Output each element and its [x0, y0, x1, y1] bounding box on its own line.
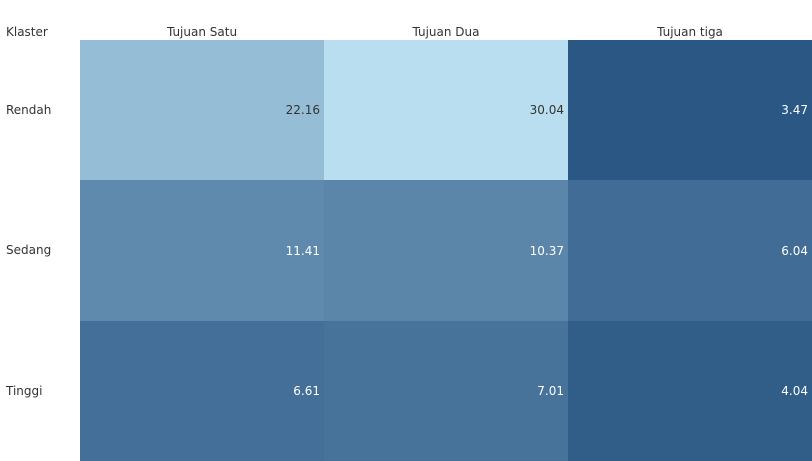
heatmap-cell: 7.01 [324, 321, 568, 461]
column-header: Tujuan Dua [412, 25, 480, 39]
cell-value-label: 6.04 [781, 244, 808, 258]
cell-value-label: 4.04 [781, 384, 808, 398]
heatmap-cell: 6.04 [568, 180, 812, 321]
cell-value-label: 7.01 [537, 384, 564, 398]
heatmap-cell: 11.41 [80, 180, 324, 321]
row-header-title: Klaster [6, 25, 48, 39]
heatmap-cell: 10.37 [324, 180, 568, 321]
row-label: Sedang [6, 243, 52, 257]
cell-value-label: 11.41 [285, 244, 320, 258]
cell-value-label: 6.61 [293, 384, 320, 398]
heatmap-cell: 22.16 [80, 40, 324, 180]
cell-value-label: 22.16 [285, 103, 320, 117]
column-header: Tujuan tiga [657, 25, 723, 39]
row-label: Rendah [6, 103, 52, 117]
heatmap-cell: 6.61 [80, 321, 324, 461]
heatmap-cell: 3.47 [568, 40, 812, 180]
cell-value-label: 30.04 [529, 103, 564, 117]
heatmap-cell: 4.04 [568, 321, 812, 461]
heatmap-cell: 30.04 [324, 40, 568, 180]
cell-value-label: 3.47 [781, 103, 808, 117]
cell-value-label: 10.37 [529, 244, 564, 258]
row-label: Tinggi [6, 384, 43, 398]
column-header: Tujuan Satu [166, 25, 238, 39]
